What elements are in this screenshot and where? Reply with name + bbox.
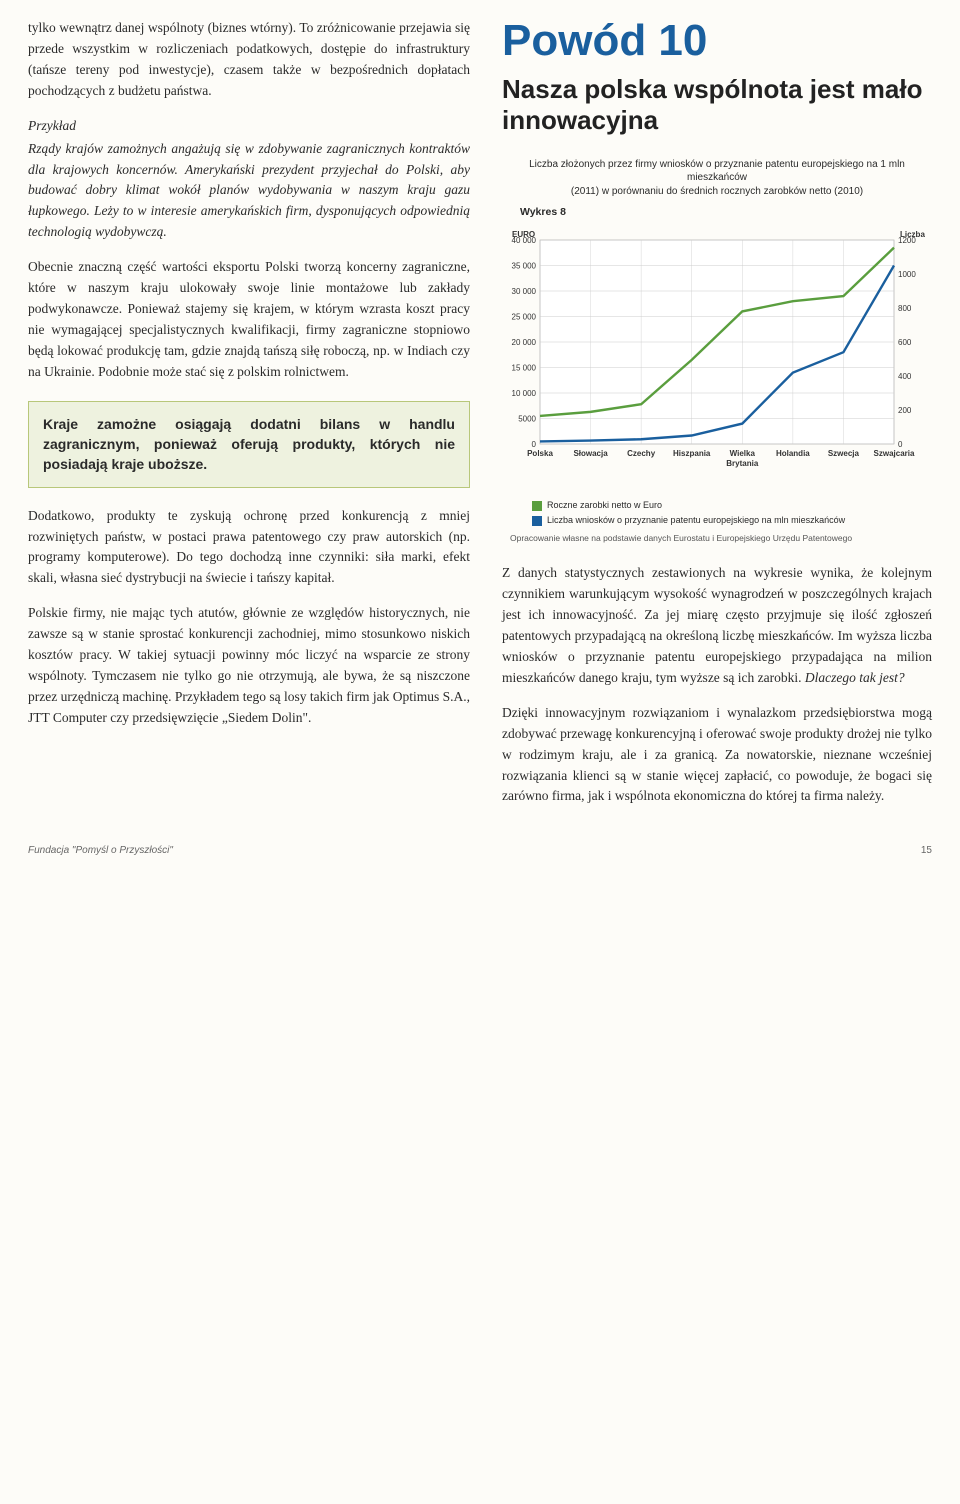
svg-text:20 000: 20 000	[512, 338, 537, 347]
legend-item: Liczba wniosków o przyznanie patentu eur…	[532, 514, 932, 528]
svg-text:Szwajcaria: Szwajcaria	[874, 449, 915, 458]
svg-text:1200: 1200	[898, 236, 916, 245]
section-subtitle: Nasza polska wspólnota jest mało innowac…	[502, 74, 932, 135]
chart-caption-line: (2011) w porównaniu do średnich rocznych…	[571, 186, 863, 197]
svg-text:0: 0	[898, 440, 903, 449]
svg-text:0: 0	[532, 440, 537, 449]
legend-swatch	[532, 501, 542, 511]
svg-text:Hiszpania: Hiszpania	[673, 449, 711, 458]
svg-text:Holandia: Holandia	[776, 449, 810, 458]
svg-text:600: 600	[898, 338, 912, 347]
footer-org: Fundacja "Pomyśl o Przyszłości"	[28, 843, 173, 859]
svg-text:Szwecja: Szwecja	[828, 449, 860, 458]
paragraph-emphasis: Dlaczego tak jest?	[805, 670, 905, 685]
svg-text:1000: 1000	[898, 270, 916, 279]
svg-text:35 000: 35 000	[512, 262, 537, 271]
svg-text:30 000: 30 000	[512, 287, 537, 296]
svg-text:200: 200	[898, 406, 912, 415]
svg-text:25 000: 25 000	[512, 313, 537, 322]
body-paragraph: Z danych statystycznych zestawionych na …	[502, 563, 932, 689]
page-footer: Fundacja "Pomyśl o Przyszłości" 15	[28, 843, 932, 859]
svg-text:10 000: 10 000	[512, 389, 537, 398]
section-title: Powód 10	[502, 18, 932, 64]
chart-caption: Liczba złożonych przez firmy wniosków o …	[502, 158, 932, 199]
svg-text:Brytania: Brytania	[726, 459, 759, 468]
body-paragraph: Dodatkowo, produkty te zyskują ochronę p…	[28, 506, 470, 590]
svg-text:Czechy: Czechy	[627, 449, 656, 458]
chart-legend: Roczne zarobki netto w Euro Liczba wnios…	[502, 499, 932, 528]
line-chart: EUROLiczba0500010 00015 00020 00025 0003…	[502, 226, 932, 486]
callout-box: Kraje zamożne osiągają dodatni bilans w …	[28, 401, 470, 488]
legend-item: Roczne zarobki netto w Euro	[532, 499, 932, 513]
legend-swatch	[532, 516, 542, 526]
body-paragraph: tylko wewnątrz danej wspólnoty (biznes w…	[28, 18, 470, 102]
legend-label: Roczne zarobki netto w Euro	[547, 499, 662, 513]
chart-container: EUROLiczba0500010 00015 00020 00025 0003…	[502, 226, 932, 493]
chart-number-label: Wykres 8	[502, 204, 932, 220]
svg-text:40 000: 40 000	[512, 236, 537, 245]
body-paragraph: Dzięki innowacyjnym rozwiązaniom i wynal…	[502, 703, 932, 808]
chart-source: Opracowanie własne na podstawie danych E…	[502, 532, 932, 545]
example-label: Przykład	[28, 116, 470, 137]
example-body: Rządy krajów zamożnych angażują się w zd…	[28, 139, 470, 244]
paragraph-text: Z danych statystycznych zestawionych na …	[502, 565, 932, 685]
body-paragraph: Obecnie znaczną część wartości eksportu …	[28, 257, 470, 383]
svg-text:400: 400	[898, 372, 912, 381]
body-paragraph: Polskie firmy, nie mając tych atutów, gł…	[28, 603, 470, 729]
chart-caption-line: Liczba złożonych przez firmy wniosków o …	[529, 159, 905, 184]
svg-text:800: 800	[898, 304, 912, 313]
svg-text:Polska: Polska	[527, 449, 553, 458]
svg-text:Słowacja: Słowacja	[573, 449, 608, 458]
svg-text:Wielka: Wielka	[730, 449, 756, 458]
page-number: 15	[921, 843, 932, 859]
svg-text:15 000: 15 000	[512, 364, 537, 373]
svg-text:5000: 5000	[518, 415, 536, 424]
legend-label: Liczba wniosków o przyznanie patentu eur…	[547, 514, 845, 528]
